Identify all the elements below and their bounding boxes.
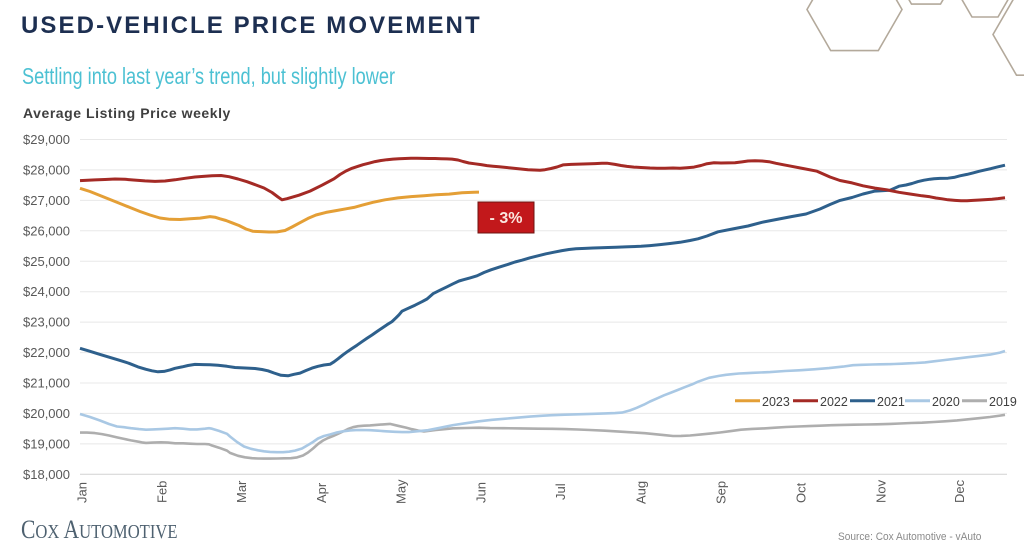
- svg-text:Jan: Jan: [75, 482, 90, 503]
- svg-text:$26,000: $26,000: [23, 223, 70, 238]
- svg-text:May: May: [394, 479, 409, 504]
- svg-text:Dec: Dec: [952, 479, 967, 503]
- svg-text:2019: 2019: [989, 395, 1017, 409]
- svg-text:Jun: Jun: [473, 482, 488, 503]
- svg-text:$29,000: $29,000: [23, 132, 70, 147]
- svg-text:2020: 2020: [932, 395, 960, 409]
- svg-text:Nov: Nov: [874, 479, 889, 503]
- svg-text:Aug: Aug: [634, 481, 649, 504]
- svg-text:$23,000: $23,000: [23, 315, 70, 330]
- svg-text:$25,000: $25,000: [23, 254, 70, 269]
- svg-text:2023: 2023: [762, 395, 790, 409]
- svg-text:$19,000: $19,000: [23, 436, 70, 451]
- svg-text:2021: 2021: [877, 395, 905, 409]
- svg-text:$18,000: $18,000: [23, 467, 70, 482]
- svg-text:$21,000: $21,000: [23, 376, 70, 391]
- svg-text:$27,000: $27,000: [23, 193, 70, 208]
- svg-text:Jul: Jul: [553, 483, 568, 500]
- svg-text:$28,000: $28,000: [23, 162, 70, 177]
- svg-text:$22,000: $22,000: [23, 345, 70, 360]
- svg-text:Sep: Sep: [714, 481, 729, 504]
- svg-text:Oct: Oct: [794, 482, 809, 503]
- svg-text:Apr: Apr: [314, 482, 329, 503]
- svg-text:Feb: Feb: [154, 481, 169, 503]
- svg-text:$20,000: $20,000: [23, 406, 70, 421]
- svg-text:- 3%: - 3%: [490, 210, 523, 227]
- svg-text:Mar: Mar: [234, 480, 249, 503]
- svg-text:2022: 2022: [820, 395, 848, 409]
- svg-text:$24,000: $24,000: [23, 284, 70, 299]
